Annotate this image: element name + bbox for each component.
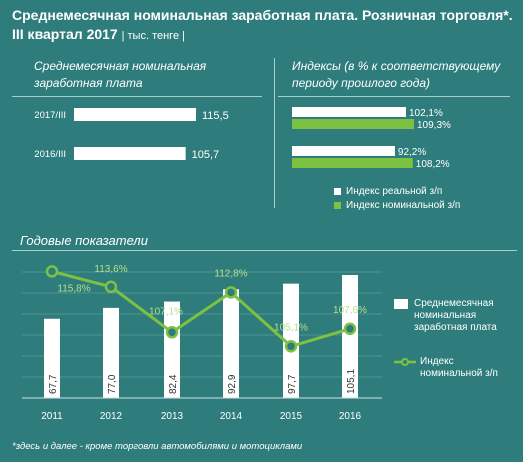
annual-legend-bar-line-3: заработная плата xyxy=(414,322,497,333)
annual-legend-bar-line-1: Среднемесячная xyxy=(414,298,494,309)
index-line xyxy=(51,269,351,348)
annual-legend-bar-line-2: номинальная xyxy=(414,310,477,321)
right-panel-heading: Индексы (в % к соответствующему периоду … xyxy=(292,58,500,92)
panel-separator xyxy=(274,58,275,208)
annual-bar-label: 77,0 xyxy=(107,374,118,394)
x-tick-label: 2014 xyxy=(220,411,243,422)
real-index-bar xyxy=(292,146,395,156)
annual-bar xyxy=(342,275,358,398)
x-tick-label: 2016 xyxy=(339,411,362,422)
annual-bar-label: 105,1 xyxy=(346,369,357,394)
left-panel-heading: Среднемесячная номинальная заработная пл… xyxy=(34,58,206,92)
right-heading-line-2: периоду прошлого года) xyxy=(292,76,431,90)
top-charts: 2017/III 115,5 2016/III 105,7 102,1%109,3% 9… xyxy=(34,107,451,170)
wage-bar xyxy=(74,108,196,121)
legend-item-nominal: Индекс номинальной з/п xyxy=(334,200,460,211)
legend-label-real: Индекс реальной з/п xyxy=(346,186,443,197)
title-line-2: III квартал 2017 | тыс. тенге | xyxy=(12,25,517,46)
index-label: 105,1% xyxy=(274,322,308,333)
legend-label-nominal: Индекс номинальной з/п xyxy=(346,200,461,211)
index-label: 113,6% xyxy=(94,264,127,275)
wage-value-label: 115,5 xyxy=(202,110,229,122)
real-index-label: 92,2% xyxy=(398,147,426,158)
nominal-index-label: 108,2% xyxy=(416,159,450,170)
annual-bar-label: 67,7 xyxy=(48,374,59,394)
annual-heading: Годовые показатели xyxy=(20,233,148,248)
real-index-bar xyxy=(292,107,406,117)
annual-legend-bar-swatch xyxy=(394,299,408,309)
annual-bars: 67,7 77,0 82,4 92,9 97,7 105,1 xyxy=(44,275,358,398)
left-heading-line-2: заработная плата xyxy=(34,76,143,90)
index-label: 115,8% xyxy=(57,283,90,294)
annual-bar-label: 82,4 xyxy=(168,374,179,394)
title-period: III квартал 2017 xyxy=(12,26,118,42)
index-point xyxy=(343,322,357,336)
wage-bar-chart: 2017/III 115,5 2016/III 105,7 xyxy=(34,108,229,161)
annual-bar xyxy=(44,318,60,398)
index-point xyxy=(224,286,238,299)
wage-value-label: 105,7 xyxy=(192,149,220,161)
index-point xyxy=(45,265,59,278)
nominal-index-bar xyxy=(292,158,413,168)
legend-swatch-green xyxy=(334,202,341,209)
annual-bar-label: 97,7 xyxy=(287,374,298,394)
right-divider xyxy=(278,96,510,97)
index-point xyxy=(165,326,179,339)
nominal-index-bar xyxy=(292,119,414,129)
annual-legend-line-line-2: номинальной з/п xyxy=(420,368,498,379)
title-line-1: Среднемесячная номинальная заработная пл… xyxy=(12,7,513,23)
legend-swatch-white xyxy=(334,188,341,195)
x-tick-label: 2015 xyxy=(280,411,303,422)
annual-bar xyxy=(223,289,239,398)
x-tick-label: 2011 xyxy=(41,411,63,422)
left-divider xyxy=(12,96,262,97)
real-index-label: 102,1% xyxy=(409,108,443,119)
x-tick-label: 2013 xyxy=(161,411,184,422)
annual-legend-bar-item: Среднемесячная номинальная заработная пл… xyxy=(394,298,498,334)
annual-bar-label: 92,9 xyxy=(227,374,238,394)
index-point xyxy=(104,280,118,294)
wage-category-label: 2016/III xyxy=(34,149,66,160)
annual-legend-line-swatch xyxy=(394,358,416,366)
annual-index-line: 115,8% 113,6% 107,1% 112,8% 105,1% 107,6% xyxy=(45,264,367,353)
unit-label: | тыс. тенге | xyxy=(121,30,185,42)
annual-legend-line-item: Индекс номинальной з/п xyxy=(394,356,498,380)
annual-bar xyxy=(103,307,119,398)
index-label: 112,8% xyxy=(214,268,247,279)
page-title: Среднемесячная номинальная заработная пл… xyxy=(12,6,517,46)
annual-grid xyxy=(22,271,382,399)
annual-legend-line-line-1: Индекс xyxy=(420,356,454,367)
wage-category-label: 2017/III xyxy=(34,110,66,121)
right-heading-line-1: Индексы (в % к соответствующему xyxy=(292,59,501,73)
index-bar-chart: 102,1%109,3% 92,2%108,2% xyxy=(292,107,451,170)
wage-bar xyxy=(74,147,186,160)
index-label: 107,1% xyxy=(149,306,183,317)
annual-x-axis: 2011 2012 2013 2014 2015 2016 xyxy=(22,397,382,422)
index-label: 107,6% xyxy=(333,305,367,316)
annual-bar xyxy=(164,301,180,398)
annual-legend: Среднемесячная номинальная заработная пл… xyxy=(394,298,498,380)
footnote: *здесь и далее - кроме торговли автомоби… xyxy=(12,441,303,452)
x-tick-label: 2012 xyxy=(100,411,123,422)
nominal-index-label: 109,3% xyxy=(417,120,451,131)
annual-chart: 67,7 77,0 82,4 92,9 97,7 105,1 115,8% 113,6% 10… xyxy=(22,264,382,422)
annual-divider xyxy=(12,250,517,251)
index-point xyxy=(284,340,298,353)
left-heading-line-1: Среднемесячная номинальная xyxy=(34,59,207,73)
index-legend: Индекс реальной з/п Индекс номинальной з… xyxy=(334,186,460,211)
legend-item-real: Индекс реальной з/п xyxy=(334,186,460,197)
